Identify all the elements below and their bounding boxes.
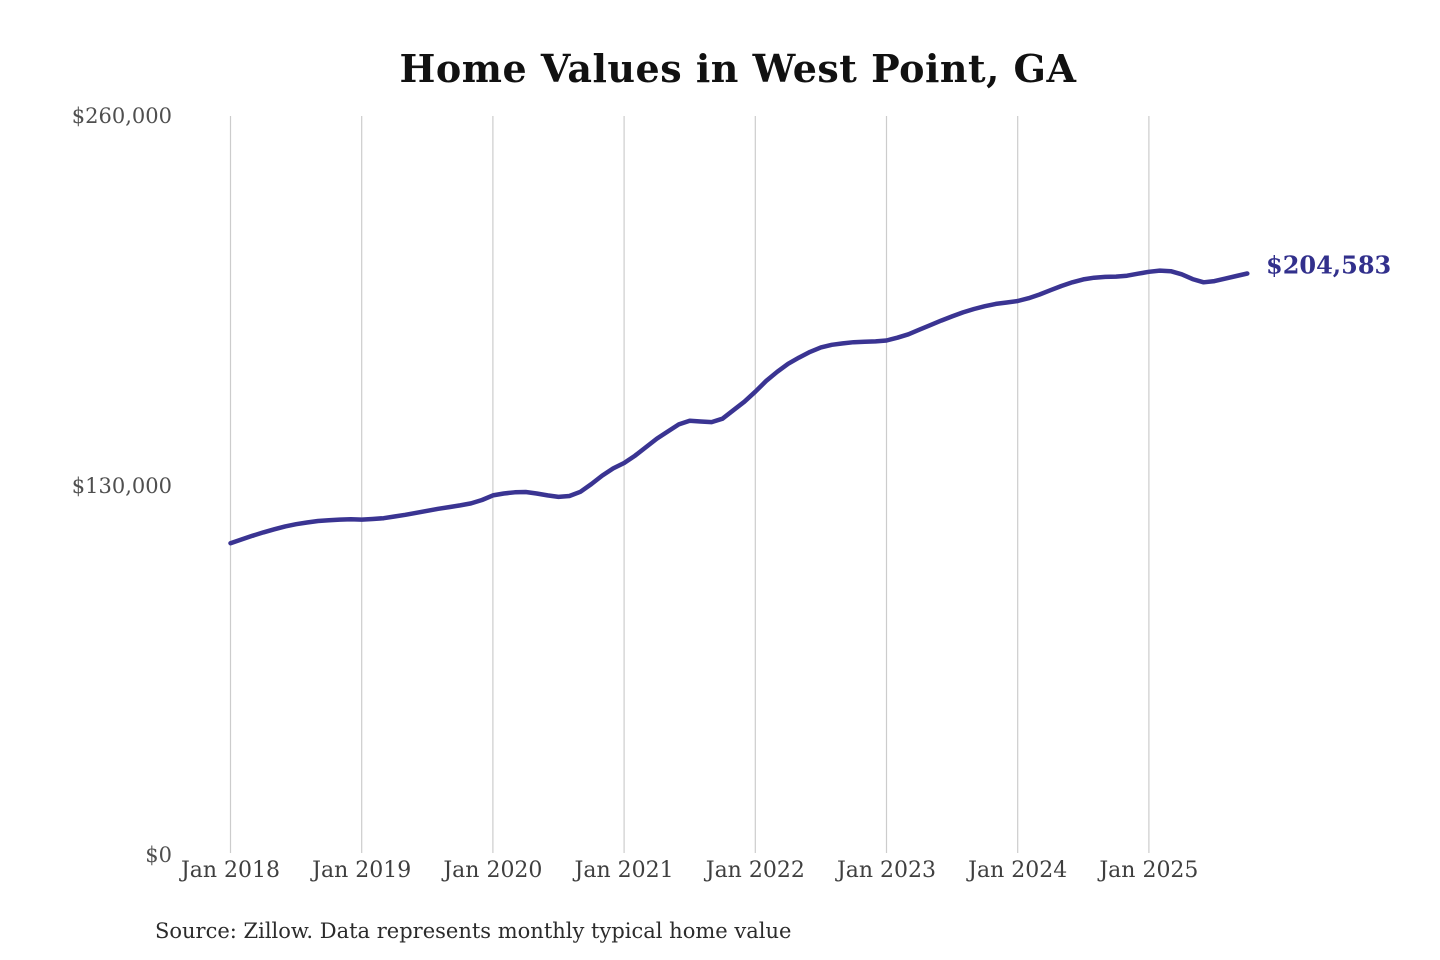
chart-title: Home Values in West Point, GA <box>399 46 1077 91</box>
home-value-line <box>228 268 1250 546</box>
x-tick-label: Jan 2020 <box>443 858 543 883</box>
source-note: Source: Zillow. Data represents monthly … <box>155 919 792 943</box>
x-tick-label: Jan 2021 <box>574 858 674 883</box>
x-tick-label: Jan 2023 <box>836 858 937 883</box>
x-tick-label: Jan 2019 <box>312 858 412 883</box>
x-tick-label: Jan 2024 <box>968 858 1068 883</box>
x-tick-label: Jan 2022 <box>705 858 805 883</box>
y-tick-label: $0 <box>145 843 172 867</box>
x-tick-label: Jan 2025 <box>1099 858 1199 883</box>
x-tick-label: Jan 2018 <box>180 858 281 883</box>
y-tick-label: $260,000 <box>71 104 172 128</box>
y-tick-label: $130,000 <box>71 473 172 498</box>
end-value-label: $204,583 <box>1266 250 1392 280</box>
